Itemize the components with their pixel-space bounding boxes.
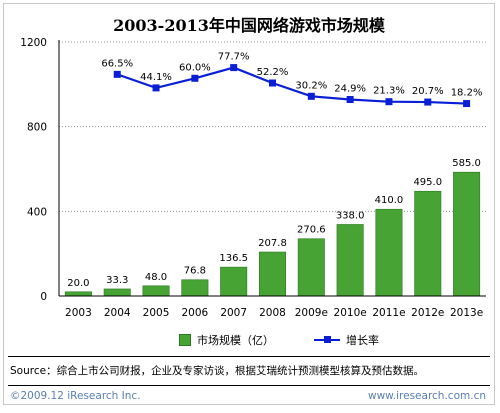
y-tick-label: 800 bbox=[27, 122, 47, 134]
growth-data-label: 60.0% bbox=[179, 62, 211, 73]
bar bbox=[142, 285, 170, 297]
growth-data-label: 21.3% bbox=[373, 86, 405, 97]
bar bbox=[64, 291, 92, 297]
footer-website: www.iresearch.com.cn bbox=[367, 390, 486, 402]
bar bbox=[297, 238, 325, 297]
legend: 市场规模（亿） 增长率 bbox=[179, 332, 379, 348]
bar-data-label: 270.6 bbox=[297, 225, 326, 236]
bar bbox=[414, 190, 442, 297]
x-tick-label: 2012e bbox=[411, 307, 444, 319]
y-tick-label: 400 bbox=[27, 206, 47, 218]
bar bbox=[103, 288, 131, 297]
x-tick-label: 2006 bbox=[181, 307, 208, 319]
growth-data-label: 77.7% bbox=[218, 52, 250, 63]
bar-data-label: 338.0 bbox=[336, 210, 365, 221]
growth-marker bbox=[385, 98, 393, 106]
bar-data-label: 585.0 bbox=[452, 158, 481, 169]
bar bbox=[259, 251, 286, 297]
legend-bar-label: 市场规模（亿） bbox=[197, 334, 274, 347]
x-tick-label: 2010e bbox=[334, 307, 367, 319]
bar-data-label: 207.8 bbox=[258, 238, 287, 249]
divider-bottom bbox=[8, 385, 490, 386]
legend-item-bar: 市场规模（亿） bbox=[179, 332, 274, 348]
growth-data-label: 66.5% bbox=[101, 58, 133, 69]
x-tick-label: 2003 bbox=[65, 307, 92, 319]
chart-title: 2003-2013年中国网络游戏市场规模 bbox=[113, 16, 385, 35]
x-tick-label: 2007 bbox=[220, 307, 247, 319]
legend-bar-swatch bbox=[179, 334, 191, 346]
growth-marker bbox=[463, 100, 471, 108]
bar-data-label: 136.5 bbox=[219, 253, 248, 264]
x-tick-label: 2011e bbox=[372, 307, 405, 319]
y-tick-label: 0 bbox=[40, 291, 47, 303]
x-tick-label: 2004 bbox=[104, 307, 131, 319]
x-tick-label: 2009e bbox=[295, 307, 328, 319]
growth-data-label: 24.9% bbox=[334, 84, 366, 95]
x-tick-label: 2013e bbox=[450, 307, 483, 319]
bar-data-label: 495.0 bbox=[413, 177, 442, 188]
growth-marker bbox=[113, 70, 121, 78]
chart-frame: 2003-2013年中国网络游戏市场规模 20.0 33.3 48.0 76.8 136… bbox=[3, 3, 495, 405]
chart-svg: 20.0 33.3 48.0 76.8 136.5 207.8 270.6 338.0 410.… bbox=[20, 37, 486, 319]
bar-data-label: 48.0 bbox=[145, 272, 167, 283]
bar bbox=[453, 171, 481, 297]
legend-item-line: 增长率 bbox=[314, 332, 379, 348]
legend-line-label: 增长率 bbox=[346, 334, 379, 347]
growth-marker bbox=[230, 64, 238, 72]
footer-copyright: ©2009.12 iResearch Inc. bbox=[10, 390, 141, 402]
bar bbox=[375, 208, 403, 297]
growth-marker bbox=[269, 79, 276, 87]
bar-data-label: 410.0 bbox=[375, 195, 404, 206]
x-tick-label: 2005 bbox=[143, 307, 170, 319]
bar-data-label: 33.3 bbox=[106, 275, 128, 286]
source-note: Source：综合上市公司财报，企业及专家访谈，根据艾瑞统计预测模型核算及预估数… bbox=[10, 365, 425, 377]
bar bbox=[181, 279, 209, 297]
growth-marker bbox=[191, 74, 199, 82]
growth-marker bbox=[424, 98, 432, 106]
divider-top bbox=[8, 356, 490, 357]
growth-data-label: 44.1% bbox=[140, 72, 172, 83]
bar-data-label: 20.0 bbox=[67, 278, 89, 289]
growth-data-label: 30.2% bbox=[295, 80, 327, 91]
growth-data-label: 18.2% bbox=[451, 88, 483, 99]
legend-line-swatch bbox=[314, 335, 340, 345]
bar bbox=[336, 224, 364, 297]
bar bbox=[220, 266, 248, 297]
y-tick-label: 1200 bbox=[20, 37, 47, 49]
growth-marker bbox=[307, 92, 315, 100]
growth-line bbox=[116, 66, 467, 105]
bar-data-label: 76.8 bbox=[184, 266, 206, 277]
growth-data-label: 20.7% bbox=[412, 86, 444, 97]
growth-marker bbox=[152, 84, 160, 92]
x-tick-label: 2008 bbox=[259, 307, 286, 319]
growth-marker bbox=[346, 96, 354, 104]
growth-data-label: 52.2% bbox=[257, 67, 289, 78]
